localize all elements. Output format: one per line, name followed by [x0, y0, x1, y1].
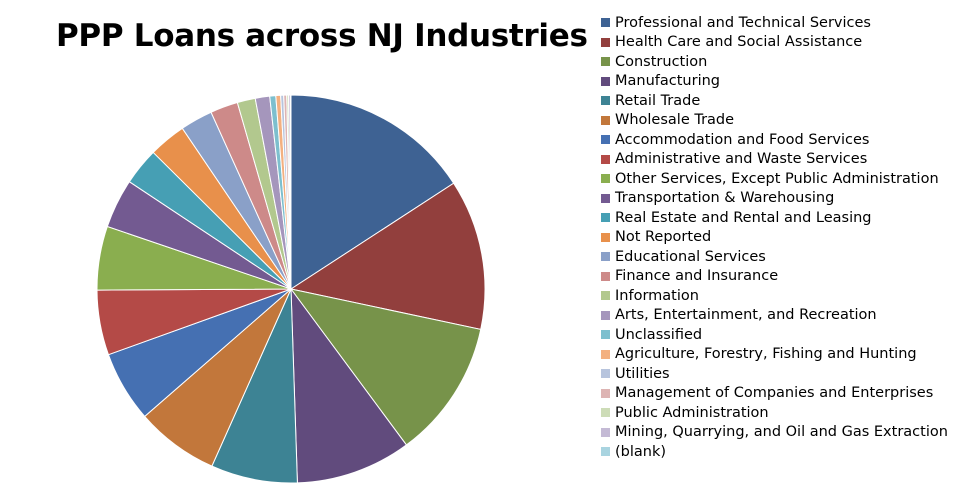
legend-label: Construction: [615, 53, 708, 70]
legend-label: Unclassified: [615, 326, 703, 343]
legend-item-10: Real Estate and Rental and Leasing: [601, 208, 948, 228]
legend-swatch: [601, 37, 610, 47]
legend-item-21: Mining, Quarrying, and Oil and Gas Extra…: [601, 423, 948, 443]
legend-item-22: (blank): [601, 442, 948, 462]
legend-label: Not Reported: [615, 229, 712, 246]
legend-item-2: Construction: [601, 52, 948, 72]
legend-swatch: [601, 291, 610, 301]
chart-title: PPP Loans across NJ Industries: [56, 18, 588, 54]
legend-label: Accommodation and Food Services: [615, 131, 870, 148]
legend-label: Retail Trade: [615, 92, 701, 109]
legend-item-18: Utilities: [601, 364, 948, 384]
legend-swatch: [601, 57, 610, 67]
legend-label: Wholesale Trade: [615, 112, 735, 129]
legend-swatch: [601, 349, 610, 359]
legend-swatch: [601, 310, 610, 320]
legend-label: Management of Companies and Enterprises: [615, 385, 934, 402]
legend-swatch: [601, 252, 610, 262]
legend-item-11: Not Reported: [601, 228, 948, 248]
legend-label: Arts, Entertainment, and Recreation: [615, 307, 877, 324]
pie-slice-0: [290, 94, 455, 290]
legend-item-13: Finance and Insurance: [601, 267, 948, 287]
chart-legend: Professional and Technical Services Healt…: [601, 13, 948, 462]
legend-swatch: [601, 115, 610, 125]
legend-label: Professional and Technical Services: [615, 14, 871, 31]
legend-label: Transportation & Warehousing: [615, 190, 835, 207]
legend-swatch: [601, 154, 610, 164]
legend-item-0: Professional and Technical Services: [601, 13, 948, 33]
legend-item-14: Information: [601, 286, 948, 306]
legend-item-17: Agriculture, Forestry, Fishing and Hunti…: [601, 345, 948, 365]
legend-swatch: [601, 213, 610, 223]
legend-swatch: [601, 388, 610, 398]
legend-swatch: [601, 369, 610, 379]
legend-item-6: Accommodation and Food Services: [601, 130, 948, 150]
pie-slice-3: [290, 287, 408, 484]
legend-label: Educational Services: [615, 248, 766, 265]
legend-swatch: [601, 76, 610, 86]
legend-swatch: [601, 427, 610, 437]
legend-item-7: Administrative and Waste Services: [601, 150, 948, 170]
pie-slice-1: [289, 182, 486, 331]
legend-label: Health Care and Social Assistance: [615, 34, 863, 51]
legend-swatch: [601, 447, 610, 457]
legend-item-1: Health Care and Social Assistance: [601, 33, 948, 53]
legend-label: Mining, Quarrying, and Oil and Gas Extra…: [615, 424, 948, 441]
legend-item-3: Manufacturing: [601, 72, 948, 92]
legend-item-16: Unclassified: [601, 325, 948, 345]
legend-swatch: [601, 330, 610, 340]
legend-item-4: Retail Trade: [601, 91, 948, 111]
legend-label: Public Administration: [615, 404, 769, 421]
legend-swatch: [601, 18, 610, 28]
legend-swatch: [601, 193, 610, 203]
legend-item-8: Other Services, Except Public Administra…: [601, 169, 948, 189]
legend-label: Utilities: [615, 365, 670, 382]
legend-item-20: Public Administration: [601, 403, 948, 423]
legend-swatch: [601, 271, 610, 281]
pie-slice-22: [289, 94, 292, 290]
legend-item-15: Arts, Entertainment, and Recreation: [601, 306, 948, 326]
legend-swatch: [601, 408, 610, 418]
pie-slice-2: [289, 288, 482, 446]
legend-swatch: [601, 232, 610, 242]
legend-item-12: Educational Services: [601, 247, 948, 267]
legend-swatch: [601, 135, 610, 145]
legend-swatch: [601, 96, 610, 106]
pie-chart: [96, 94, 486, 484]
legend-label: Information: [615, 287, 699, 304]
legend-label: Other Services, Except Public Administra…: [615, 170, 939, 187]
legend-label: (blank): [615, 443, 667, 460]
legend-label: Administrative and Waste Services: [615, 151, 868, 168]
legend-item-5: Wholesale Trade: [601, 111, 948, 131]
legend-label: Manufacturing: [615, 73, 720, 90]
legend-label: Real Estate and Rental and Leasing: [615, 209, 872, 226]
legend-item-9: Transportation & Warehousing: [601, 189, 948, 209]
legend-label: Agriculture, Forestry, Fishing and Hunti…: [615, 346, 917, 363]
legend-label: Finance and Insurance: [615, 268, 779, 285]
legend-item-19: Management of Companies and Enterprises: [601, 384, 948, 404]
legend-swatch: [601, 174, 610, 184]
